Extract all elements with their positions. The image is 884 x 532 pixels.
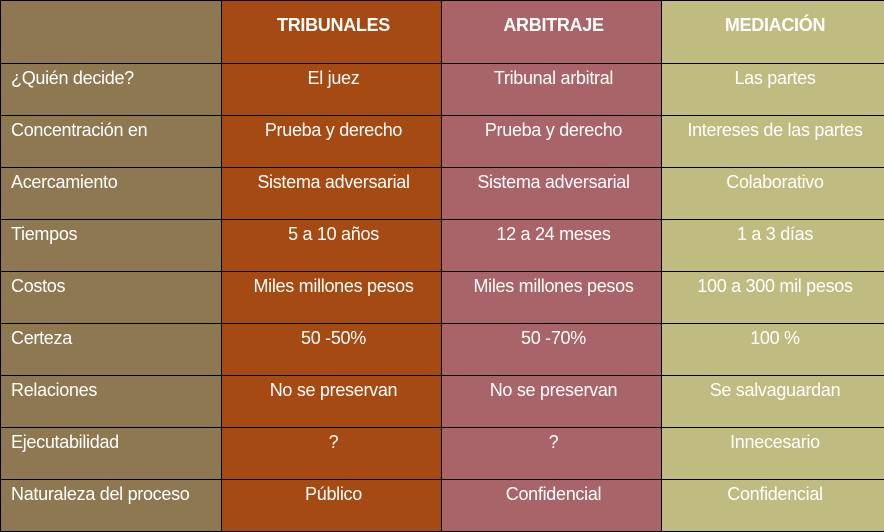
table-row: Concentración en Prueba y derecho Prueba… [1, 116, 884, 168]
arbitraje-cell: Confidencial [442, 480, 662, 532]
table-row: Certeza 50 -50% 50 -70% 100 % [1, 324, 884, 376]
row-label: Relaciones [1, 376, 222, 428]
row-label: Costos [1, 272, 222, 324]
mediacion-cell: Las partes [662, 64, 884, 116]
header-tribunales: TRIBUNALES [222, 1, 442, 64]
arbitraje-cell: Prueba y derecho [442, 116, 662, 168]
tribunales-cell: Público [222, 480, 442, 532]
table-row: ¿Quién decide? El juez Tribunal arbitral… [1, 64, 884, 116]
tribunales-cell: 5 a 10 años [222, 220, 442, 272]
row-label: Concentración en [1, 116, 222, 168]
mediacion-cell: Colaborativo [662, 168, 884, 220]
arbitraje-cell: 50 -70% [442, 324, 662, 376]
mediacion-cell: Intereses de las partes [662, 116, 884, 168]
mediacion-cell: Innecesario [662, 428, 884, 480]
tribunales-cell: 50 -50% [222, 324, 442, 376]
row-label: Tiempos [1, 220, 222, 272]
mediacion-cell: 1 a 3 días [662, 220, 884, 272]
arbitraje-cell: No se preservan [442, 376, 662, 428]
tribunales-cell: Miles millones pesos [222, 272, 442, 324]
row-label: Ejecutabilidad [1, 428, 222, 480]
table-row: Costos Miles millones pesos Miles millon… [1, 272, 884, 324]
mediacion-cell: 100 a 300 mil pesos [662, 272, 884, 324]
mediacion-cell: Se salvaguardan [662, 376, 884, 428]
mediacion-cell: Confidencial [662, 480, 884, 532]
row-label: Acercamiento [1, 168, 222, 220]
header-arbitraje: ARBITRAJE [442, 1, 662, 64]
arbitraje-cell: 12 a 24 meses [442, 220, 662, 272]
tribunales-cell: El juez [222, 64, 442, 116]
tribunales-cell: Prueba y derecho [222, 116, 442, 168]
header-mediacion: MEDIACIÓN [662, 1, 884, 64]
arbitraje-cell: Tribunal arbitral [442, 64, 662, 116]
header-row: TRIBUNALES ARBITRAJE MEDIACIÓN [1, 1, 884, 64]
arbitraje-cell: ? [442, 428, 662, 480]
header-corner-cell [1, 1, 222, 64]
row-label: ¿Quién decide? [1, 64, 222, 116]
table-row: Ejecutabilidad ? ? Innecesario [1, 428, 884, 480]
arbitraje-cell: Miles millones pesos [442, 272, 662, 324]
arbitraje-cell: Sistema adversarial [442, 168, 662, 220]
tribunales-cell: ? [222, 428, 442, 480]
table-row: Tiempos 5 a 10 años 12 a 24 meses 1 a 3 … [1, 220, 884, 272]
mediacion-cell: 100 % [662, 324, 884, 376]
table-row: Naturaleza del proceso Público Confidenc… [1, 480, 884, 532]
tribunales-cell: No se preservan [222, 376, 442, 428]
table-row: Acercamiento Sistema adversarial Sistema… [1, 168, 884, 220]
table-row: Relaciones No se preservan No se preserv… [1, 376, 884, 428]
row-label: Naturaleza del proceso [1, 480, 222, 532]
row-label: Certeza [1, 324, 222, 376]
tribunales-cell: Sistema adversarial [222, 168, 442, 220]
